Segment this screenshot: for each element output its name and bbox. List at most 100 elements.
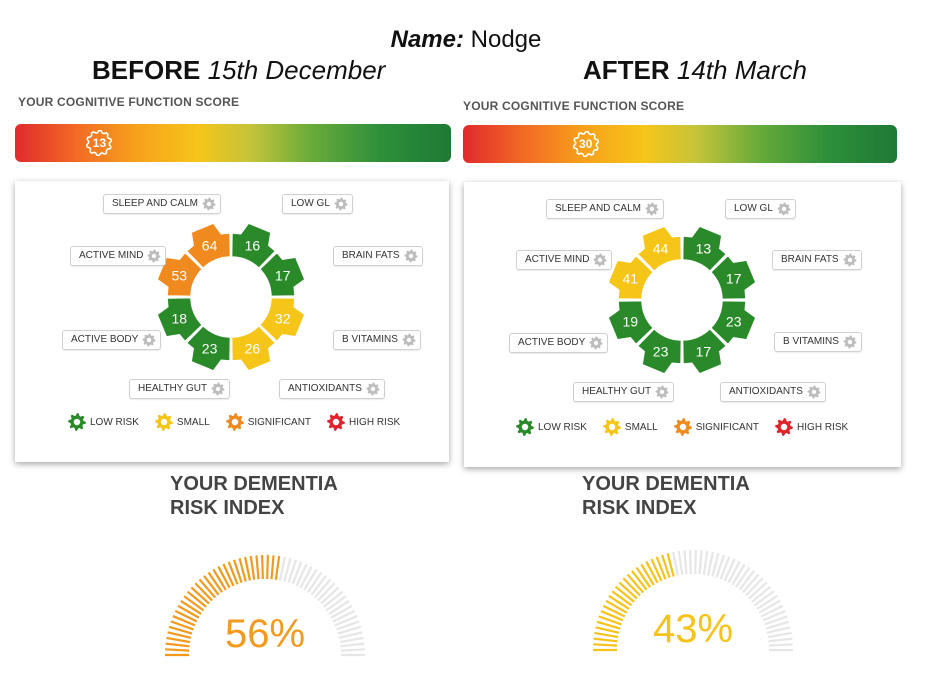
cognitive-score-label: YOUR COGNITIVE FUNCTION SCORE	[463, 99, 685, 113]
tag-sleep-and-calm[interactable]: SLEEP AND CALM	[546, 199, 664, 219]
gauge-tick-filled	[207, 571, 224, 593]
legend-item: HIGH RISK	[775, 418, 848, 436]
tag-low-gl[interactable]: LOW GL	[725, 199, 796, 219]
gauge-tick-filled	[190, 586, 210, 605]
small-risk-gear-icon	[603, 418, 621, 436]
legend-label: SMALL	[624, 421, 658, 433]
gauge-tick-empty	[283, 558, 292, 582]
segment-healthy-gut: 19	[607, 299, 655, 346]
cog-icon	[202, 197, 216, 211]
gauge-tick-filled	[614, 585, 635, 603]
gauge-tick-filled	[596, 620, 621, 630]
risk-legend: LOW RISK SMALL SIGNIFICANT HIGH RISK	[516, 418, 848, 436]
tag-b-vitamins[interactable]: B VITAMINS	[774, 332, 862, 352]
gauge-tick-empty	[745, 577, 764, 597]
tag-active-mind[interactable]: ACTIVE MIND	[516, 250, 613, 270]
legend-label: LOW RISK	[538, 421, 587, 433]
segment-low-gl: 17	[258, 251, 306, 298]
segment-value: 19	[623, 313, 639, 329]
segment-brain-fats: 32	[258, 296, 306, 343]
gauge-tick-filled	[602, 604, 626, 618]
gauge-tick-filled	[608, 595, 630, 610]
tag-antioxidants[interactable]: ANTIOXIDANTS	[720, 382, 826, 402]
legend-item: HIGH RISK	[327, 413, 400, 431]
segment-b-vitamins: 17	[681, 327, 728, 375]
gauge-tick-empty	[320, 586, 340, 605]
gauge-tick-empty	[291, 561, 303, 585]
gauge-tick-filled	[631, 570, 648, 591]
after-panel: YOUR COGNITIVE FUNCTION SCORE 30 13 17 23 1…	[463, 0, 932, 699]
legend-item: SMALL	[603, 418, 658, 436]
tag-label: ACTIVE BODY	[518, 337, 586, 348]
tag-brain-fats[interactable]: BRAIN FATS	[333, 246, 423, 266]
risk-gear-wheel: 16 17 32 26 23 18 53 64	[15, 181, 449, 462]
gauge-tick-filled	[165, 648, 190, 652]
segment-value: 23	[653, 344, 669, 360]
score-value: 30	[579, 137, 593, 151]
tag-label: ACTIVE BODY	[71, 334, 139, 345]
tag-label: ANTIOXIDANTS	[729, 386, 803, 397]
legend-label: HIGH RISK	[797, 421, 849, 433]
score-badge: 13	[86, 130, 113, 156]
gauge-tick-empty	[306, 571, 323, 593]
gauge-tick-filled	[177, 604, 200, 619]
dementia-gauge: 43%	[578, 530, 808, 670]
gauge-tick-filled	[666, 553, 675, 577]
segment-antioxidants: 23	[636, 327, 683, 375]
gauge-tick-empty	[339, 636, 364, 644]
gauge-tick-filled	[640, 563, 655, 586]
before-heading-date: 15th December	[207, 55, 386, 85]
dementia-value: 56%	[225, 612, 305, 656]
tag-healthy-gut[interactable]: HEALTHY GUT	[573, 382, 675, 402]
segment-value: 17	[696, 344, 712, 360]
legend-label: LOW RISK	[90, 416, 139, 428]
gauge-tick-filled	[611, 590, 633, 607]
segment-value: 16	[245, 237, 261, 253]
gauge-tick-filled	[172, 615, 196, 627]
nutrition-wheel-card: 16 17 32 26 23 18 53 64 SLEEP AND CALM LOW GL B…	[15, 181, 449, 462]
gauge-tick-filled	[186, 590, 207, 608]
tag-label: HEALTHY GUT	[582, 386, 652, 397]
tag-brain-fats[interactable]: BRAIN FATS	[772, 250, 862, 270]
score-gear-icon	[572, 131, 599, 157]
gauge-tick-empty	[338, 631, 363, 639]
gauge-tick-filled	[274, 555, 281, 580]
legend-label: HIGH RISK	[349, 416, 401, 428]
gauge-tick-empty	[323, 590, 344, 608]
gauge-tick-filled	[261, 555, 264, 580]
tag-active-mind[interactable]: ACTIVE MIND	[70, 246, 167, 266]
tag-label: ANTIOXIDANTS	[288, 383, 362, 394]
segment-active-mind: 44	[636, 225, 683, 273]
tag-label: B VITAMINS	[342, 334, 398, 345]
small-risk-gear-icon	[155, 413, 173, 431]
segment-value: 23	[726, 313, 742, 329]
gauge-tick-filled	[270, 555, 275, 580]
gauge-tick-empty	[330, 604, 353, 619]
tag-antioxidants[interactable]: ANTIOXIDANTS	[279, 379, 385, 399]
gauge-tick-filled	[244, 556, 251, 581]
tag-b-vitamins[interactable]: B VITAMINS	[333, 330, 421, 350]
tag-active-body[interactable]: ACTIVE BODY	[62, 330, 162, 350]
segment-brain-fats: 23	[709, 299, 757, 346]
gauge-tick-filled	[605, 599, 628, 614]
gauge-tick-empty	[287, 559, 297, 584]
cog-icon	[655, 385, 669, 399]
gauge-tick-filled	[183, 595, 205, 612]
legend-item: SIGNIFICANT	[673, 418, 759, 436]
gauge-tick-empty	[762, 610, 786, 622]
gauge-tick-filled	[233, 559, 243, 584]
gauge-tick-filled	[222, 563, 235, 587]
gauge-tick-empty	[325, 595, 347, 612]
tag-active-body[interactable]: ACTIVE BODY	[509, 333, 609, 353]
cognitive-score-bar: 30	[463, 125, 897, 163]
dementia-title-line2: RISK INDEX	[170, 497, 285, 519]
tag-healthy-gut[interactable]: HEALTHY GUT	[129, 379, 231, 399]
gauge-tick-empty	[299, 566, 313, 589]
tag-sleep-and-calm[interactable]: SLEEP AND CALM	[103, 194, 221, 214]
gauge-tick-empty	[317, 582, 336, 602]
gauge-tick-filled	[598, 615, 622, 626]
tag-low-gl[interactable]: LOW GL	[282, 194, 353, 214]
segment-value: 53	[172, 268, 188, 284]
high-risk-gear-icon	[775, 418, 793, 436]
gauge-tick-empty	[707, 551, 714, 576]
